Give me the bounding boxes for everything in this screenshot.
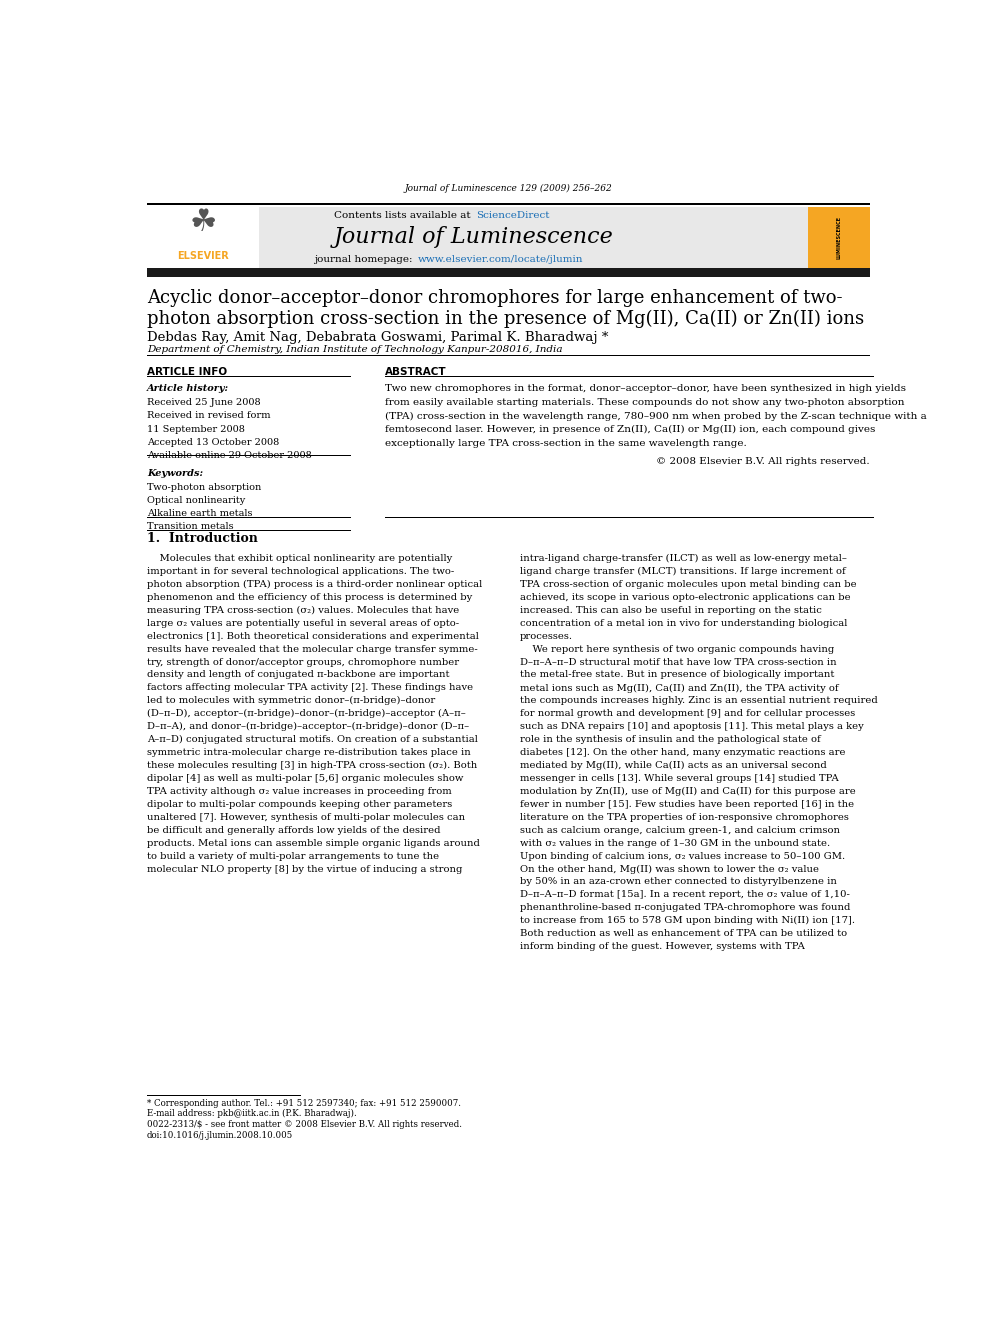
Text: factors affecting molecular TPA activity [2]. These findings have: factors affecting molecular TPA activity… [147,684,473,692]
Text: Molecules that exhibit optical nonlinearity are potentially: Molecules that exhibit optical nonlinear… [147,554,452,564]
Text: achieved, its scope in various opto-electronic applications can be: achieved, its scope in various opto-elec… [520,593,850,602]
Text: D–π–A–π–D structural motif that have low TPA cross-section in: D–π–A–π–D structural motif that have low… [520,658,836,667]
Text: dipolar [4] as well as multi-polar [5,6] organic molecules show: dipolar [4] as well as multi-polar [5,6]… [147,774,463,783]
Text: mediated by Mg(II), while Ca(II) acts as an universal second: mediated by Mg(II), while Ca(II) acts as… [520,761,826,770]
Text: ☘: ☘ [189,209,217,237]
Text: the compounds increases highly. Zinc is an essential nutrient required: the compounds increases highly. Zinc is … [520,696,878,705]
Text: * Corresponding author. Tel.: +91 512 2597340; fax: +91 512 2590007.: * Corresponding author. Tel.: +91 512 25… [147,1099,461,1109]
Text: LUMINESCENCE: LUMINESCENCE [836,216,841,259]
Text: measuring TPA cross-section (σ₂) values. Molecules that have: measuring TPA cross-section (σ₂) values.… [147,606,459,615]
Text: 11 September 2008: 11 September 2008 [147,425,245,434]
Text: Alkaline earth metals: Alkaline earth metals [147,509,253,519]
Text: We report here synthesis of two organic compounds having: We report here synthesis of two organic … [520,644,834,654]
Text: Upon binding of calcium ions, σ₂ values increase to 50–100 GM.: Upon binding of calcium ions, σ₂ values … [520,852,845,860]
Text: Contents lists available at: Contents lists available at [334,212,474,221]
Text: messenger in cells [13]. While several groups [14] studied TPA: messenger in cells [13]. While several g… [520,774,838,783]
Text: molecular NLO property [8] by the virtue of inducing a strong: molecular NLO property [8] by the virtue… [147,864,462,873]
Text: unaltered [7]. However, synthesis of multi-polar molecules can: unaltered [7]. However, synthesis of mul… [147,812,465,822]
Text: results have revealed that the molecular charge transfer symme-: results have revealed that the molecular… [147,644,478,654]
Bar [147,267,870,277]
Text: Journal of Luminescence 129 (2009) 256–262: Journal of Luminescence 129 (2009) 256–2… [405,184,612,193]
Text: important in for several technological applications. The two-: important in for several technological a… [147,568,454,576]
Text: ARTICLE INFO: ARTICLE INFO [147,366,227,377]
Text: the metal-free state. But in presence of biologically important: the metal-free state. But in presence of… [520,671,834,680]
Text: these molecules resulting [3] in high-TPA cross-section (σ₂). Both: these molecules resulting [3] in high-TP… [147,761,477,770]
Text: Optical nonlinearity: Optical nonlinearity [147,496,245,505]
Text: exceptionally large TPA cross-section in the same wavelength range.: exceptionally large TPA cross-section in… [386,439,747,448]
Text: inform binding of the guest. However, systems with TPA: inform binding of the guest. However, sy… [520,942,805,951]
Text: led to molecules with symmetric donor–(π-bridge)–donor: led to molecules with symmetric donor–(π… [147,696,435,705]
Text: www.elsevier.com/locate/jlumin: www.elsevier.com/locate/jlumin [418,255,583,265]
Text: ELSEVIER: ELSEVIER [178,250,229,261]
Text: Acyclic donor–acceptor–donor chromophores for large enhancement of two-: Acyclic donor–acceptor–donor chromophore… [147,290,842,307]
Text: such as calcium orange, calcium green-1, and calcium crimson: such as calcium orange, calcium green-1,… [520,826,840,835]
Bar [147,206,259,267]
Text: (TPA) cross-section in the wavelength range, 780–900 nm when probed by the Z-sca: (TPA) cross-section in the wavelength ra… [386,411,928,421]
Text: with σ₂ values in the range of 1–30 GM in the unbound state.: with σ₂ values in the range of 1–30 GM i… [520,839,830,848]
Text: Keywords:: Keywords: [147,470,203,479]
Text: Two-photon absorption: Two-photon absorption [147,483,261,492]
Text: photon absorption cross-section in the presence of Mg(II), Ca(II) or Zn(II) ions: photon absorption cross-section in the p… [147,310,864,328]
Text: modulation by Zn(II), use of Mg(II) and Ca(II) for this purpose are: modulation by Zn(II), use of Mg(II) and … [520,787,856,796]
Text: Accepted 13 October 2008: Accepted 13 October 2008 [147,438,280,447]
Text: to increase from 165 to 578 GM upon binding with Ni(II) ion [17].: to increase from 165 to 578 GM upon bind… [520,917,855,925]
Text: metal ions such as Mg(II), Ca(II) and Zn(II), the TPA activity of: metal ions such as Mg(II), Ca(II) and Zn… [520,684,838,692]
Text: Article history:: Article history: [147,384,229,393]
Text: A–π–D) conjugated structural motifs. On creation of a substantial: A–π–D) conjugated structural motifs. On … [147,736,478,745]
Text: On the other hand, Mg(II) was shown to lower the σ₂ value: On the other hand, Mg(II) was shown to l… [520,864,819,873]
Text: Debdas Ray, Amit Nag, Debabrata Goswami, Parimal K. Bharadwaj *: Debdas Ray, Amit Nag, Debabrata Goswami,… [147,331,608,344]
Text: try, strength of donor/acceptor groups, chromophore number: try, strength of donor/acceptor groups, … [147,658,459,667]
Text: increased. This can also be useful in reporting on the static: increased. This can also be useful in re… [520,606,821,615]
Text: Journal of Luminescence: Journal of Luminescence [334,226,614,249]
Text: ABSTRACT: ABSTRACT [386,366,447,377]
Text: by 50% in an aza-crown ether connected to distyrylbenzene in: by 50% in an aza-crown ether connected t… [520,877,837,886]
Text: D–π–A), and donor–(π-bridge)–acceptor–(π-bridge)–donor (D–π–: D–π–A), and donor–(π-bridge)–acceptor–(π… [147,722,469,732]
Text: ligand charge transfer (MLCT) transitions. If large increment of: ligand charge transfer (MLCT) transition… [520,568,846,576]
Text: fewer in number [15]. Few studies have been reported [16] in the: fewer in number [15]. Few studies have b… [520,800,854,808]
Text: photon absorption (TPA) process is a third-order nonlinear optical: photon absorption (TPA) process is a thi… [147,579,482,589]
Text: femtosecond laser. However, in presence of Zn(II), Ca(II) or Mg(II) ion, each co: femtosecond laser. However, in presence … [386,425,876,434]
Text: density and length of conjugated π-backbone are important: density and length of conjugated π-backb… [147,671,449,680]
Bar [259,206,808,267]
Text: phenomenon and the efficiency of this process is determined by: phenomenon and the efficiency of this pr… [147,593,472,602]
Text: (D–π–D), acceptor–(π-bridge)–donor–(π-bridge)–acceptor (A–π–: (D–π–D), acceptor–(π-bridge)–donor–(π-br… [147,709,466,718]
Text: diabetes [12]. On the other hand, many enzymatic reactions are: diabetes [12]. On the other hand, many e… [520,747,845,757]
Text: TPA cross-section of organic molecules upon metal binding can be: TPA cross-section of organic molecules u… [520,579,856,589]
Text: symmetric intra-molecular charge re-distribution takes place in: symmetric intra-molecular charge re-dist… [147,747,471,757]
Text: Transition metals: Transition metals [147,523,234,532]
Text: be difficult and generally affords low yields of the desired: be difficult and generally affords low y… [147,826,440,835]
Text: products. Metal ions can assemble simple organic ligands around: products. Metal ions can assemble simple… [147,839,480,848]
Bar [147,202,870,205]
Text: concentration of a metal ion in vivo for understanding biological: concentration of a metal ion in vivo for… [520,619,847,627]
Text: doi:10.1016/j.jlumin.2008.10.005: doi:10.1016/j.jlumin.2008.10.005 [147,1131,294,1139]
Text: large σ₂ values are potentially useful in several areas of opto-: large σ₂ values are potentially useful i… [147,619,459,627]
Text: intra-ligand charge-transfer (ILCT) as well as low-energy metal–: intra-ligand charge-transfer (ILCT) as w… [520,554,847,564]
Text: E-mail address: pkb@iitk.ac.in (P.K. Bharadwaj).: E-mail address: pkb@iitk.ac.in (P.K. Bha… [147,1109,357,1118]
Text: processes.: processes. [520,631,573,640]
Text: for normal growth and development [9] and for cellular processes: for normal growth and development [9] an… [520,709,855,718]
Text: D–π–A–π–D format [15a]. In a recent report, the σ₂ value of 1,10-: D–π–A–π–D format [15a]. In a recent repo… [520,890,850,900]
Bar [147,355,870,356]
Text: Two new chromophores in the format, donor–acceptor–donor, have been synthesized : Two new chromophores in the format, dono… [386,384,907,393]
Text: 0022-2313/$ - see front matter © 2008 Elsevier B.V. All rights reserved.: 0022-2313/$ - see front matter © 2008 El… [147,1121,462,1130]
Text: role in the synthesis of insulin and the pathological state of: role in the synthesis of insulin and the… [520,736,820,744]
Text: Department of Chemistry, Indian Institute of Technology Kanpur-208016, India: Department of Chemistry, Indian Institut… [147,345,562,355]
Text: dipolar to multi-polar compounds keeping other parameters: dipolar to multi-polar compounds keeping… [147,800,452,808]
Text: Received in revised form: Received in revised form [147,411,271,421]
Text: journal homepage:: journal homepage: [314,255,417,265]
Text: electronics [1]. Both theoretical considerations and experimental: electronics [1]. Both theoretical consid… [147,631,479,640]
Text: from easily available starting materials. These compounds do not show any two-ph: from easily available starting materials… [386,398,905,406]
Text: Available online 29 October 2008: Available online 29 October 2008 [147,451,311,460]
Text: 1.  Introduction: 1. Introduction [147,532,258,545]
Text: Received 25 June 2008: Received 25 June 2008 [147,398,261,407]
Text: such as DNA repairs [10] and apoptosis [11]. This metal plays a key: such as DNA repairs [10] and apoptosis [… [520,722,864,732]
Text: to build a variety of multi-polar arrangements to tune the: to build a variety of multi-polar arrang… [147,852,439,860]
Text: TPA activity although σ₂ value increases in proceeding from: TPA activity although σ₂ value increases… [147,787,451,796]
Text: ScienceDirect: ScienceDirect [476,212,550,221]
Text: phenanthroline-based π-conjugated TPA-chromophore was found: phenanthroline-based π-conjugated TPA-ch… [520,904,850,913]
Text: © 2008 Elsevier B.V. All rights reserved.: © 2008 Elsevier B.V. All rights reserved… [656,456,870,466]
Bar [808,206,870,267]
Text: literature on the TPA properties of ion-responsive chromophores: literature on the TPA properties of ion-… [520,812,849,822]
Text: Both reduction as well as enhancement of TPA can be utilized to: Both reduction as well as enhancement of… [520,929,847,938]
